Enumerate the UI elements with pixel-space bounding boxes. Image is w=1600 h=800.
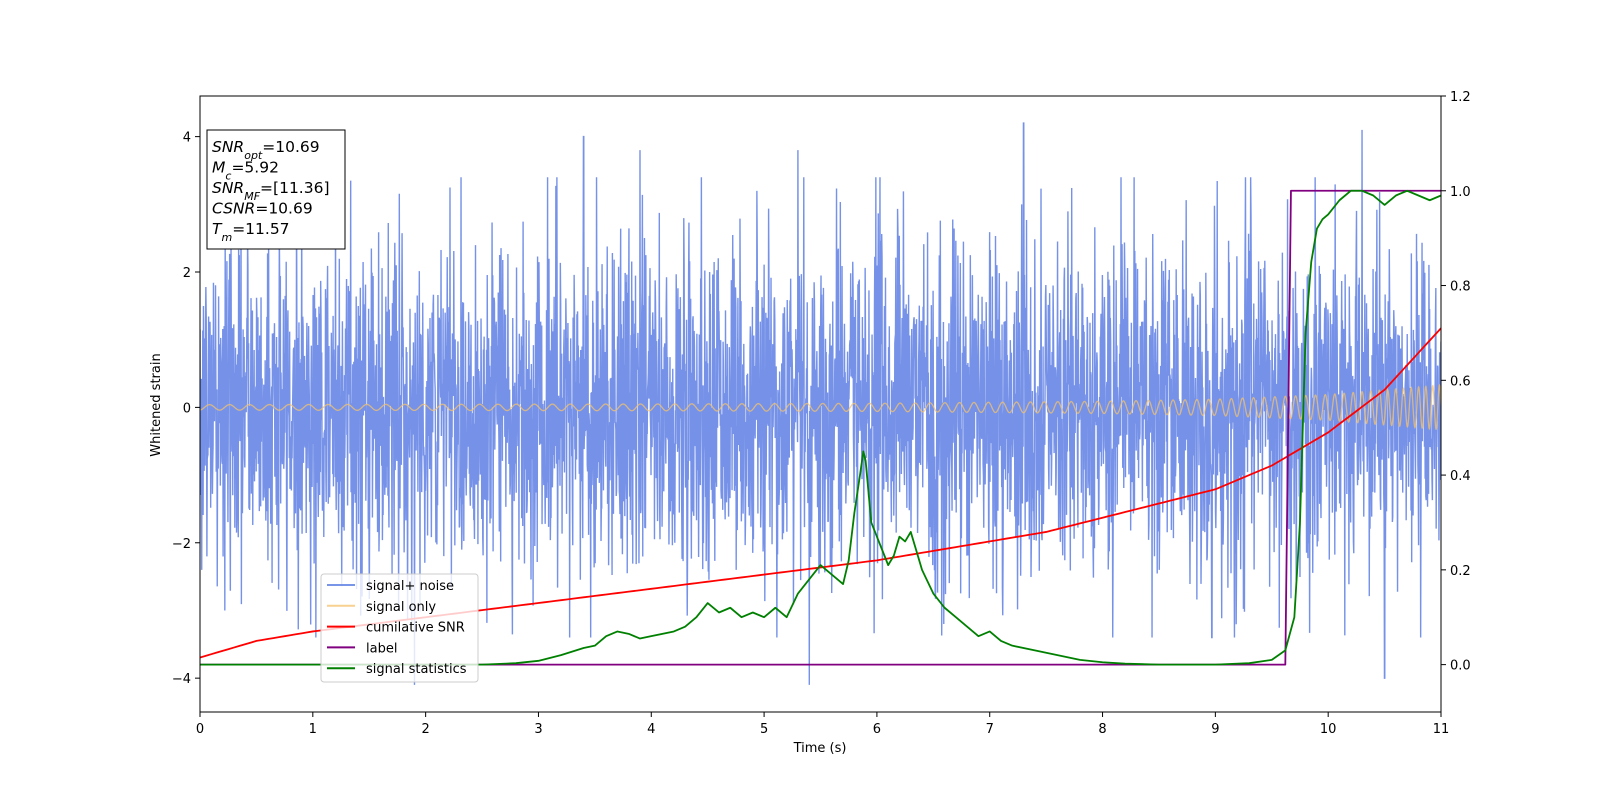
y-right-tick-label: 0.4	[1450, 469, 1471, 484]
y-left-tick-label: 4	[183, 131, 191, 146]
info-box-frame	[206, 129, 346, 250]
x-tick-label: 6	[873, 722, 881, 737]
y-left-tick-label: 0	[183, 401, 191, 416]
series-signal-only-line	[200, 383, 1441, 431]
x-tick-label: 11	[1433, 722, 1450, 737]
plot-frame	[199, 95, 1442, 713]
x-axis-label: Time (s)	[793, 741, 847, 756]
legend-label: cumilative SNR	[366, 621, 465, 636]
x-tick-label: 0	[196, 722, 204, 737]
legend-label: signal statistics	[366, 662, 467, 677]
info-box: SNRopt=10.69Mc=5.92SNRMF=[11.36]CSNR=10.…	[206, 129, 346, 250]
x-axis: 0 1 2 3 4 5 6 7 8 9 10 11	[196, 712, 1449, 737]
y-right-tick-label: 0.6	[1450, 374, 1471, 389]
y-right-tick-label: 0.8	[1450, 280, 1471, 295]
y-axis-right: 0.0 0.2 0.4 0.6 0.8 1.0 1.2	[1441, 90, 1471, 674]
legend-label: signal+ noise	[366, 579, 454, 594]
legend: signal+ noise signal only cumilative SNR la…	[320, 573, 479, 683]
info-box-line: SNRMF=[11.36]	[212, 179, 330, 203]
y-right-tick-label: 1.2	[1450, 90, 1471, 105]
legend-label: signal only	[366, 600, 436, 615]
x-tick-label: 10	[1320, 722, 1337, 737]
y-left-tick-label: 2	[183, 266, 191, 281]
y-left-tick-label: −2	[172, 537, 191, 552]
x-tick-label: 7	[986, 722, 994, 737]
x-tick-label: 9	[1211, 722, 1219, 737]
y-right-tick-label: 0.2	[1450, 564, 1471, 579]
x-tick-label: 3	[534, 722, 542, 737]
x-tick-label: 1	[309, 722, 317, 737]
x-tick-label: 5	[760, 722, 768, 737]
y-left-tick-label: −4	[172, 672, 191, 687]
info-box-line: SNRopt=10.69	[212, 138, 320, 162]
series-signal-noise-line	[200, 122, 1441, 685]
legend-frame	[320, 573, 479, 683]
x-tick-label: 4	[647, 722, 655, 737]
y-right-tick-label: 0.0	[1450, 659, 1471, 674]
info-box-line: CSNR=10.69	[212, 200, 313, 218]
series-label-line	[200, 189, 1441, 666]
y-axis-label: Whitened strain	[149, 353, 164, 456]
x-tick-label: 8	[1098, 722, 1106, 737]
y-axis-left: −4 −2 0 2 4	[172, 131, 200, 687]
x-tick-label: 2	[421, 722, 429, 737]
series-signal-statistics-line	[200, 189, 1441, 666]
info-box-line: Mc=5.92	[212, 159, 279, 183]
y-right-tick-label: 1.0	[1450, 185, 1471, 200]
legend-label: label	[366, 641, 397, 656]
info-box-line: Tm=11.57	[212, 220, 290, 244]
